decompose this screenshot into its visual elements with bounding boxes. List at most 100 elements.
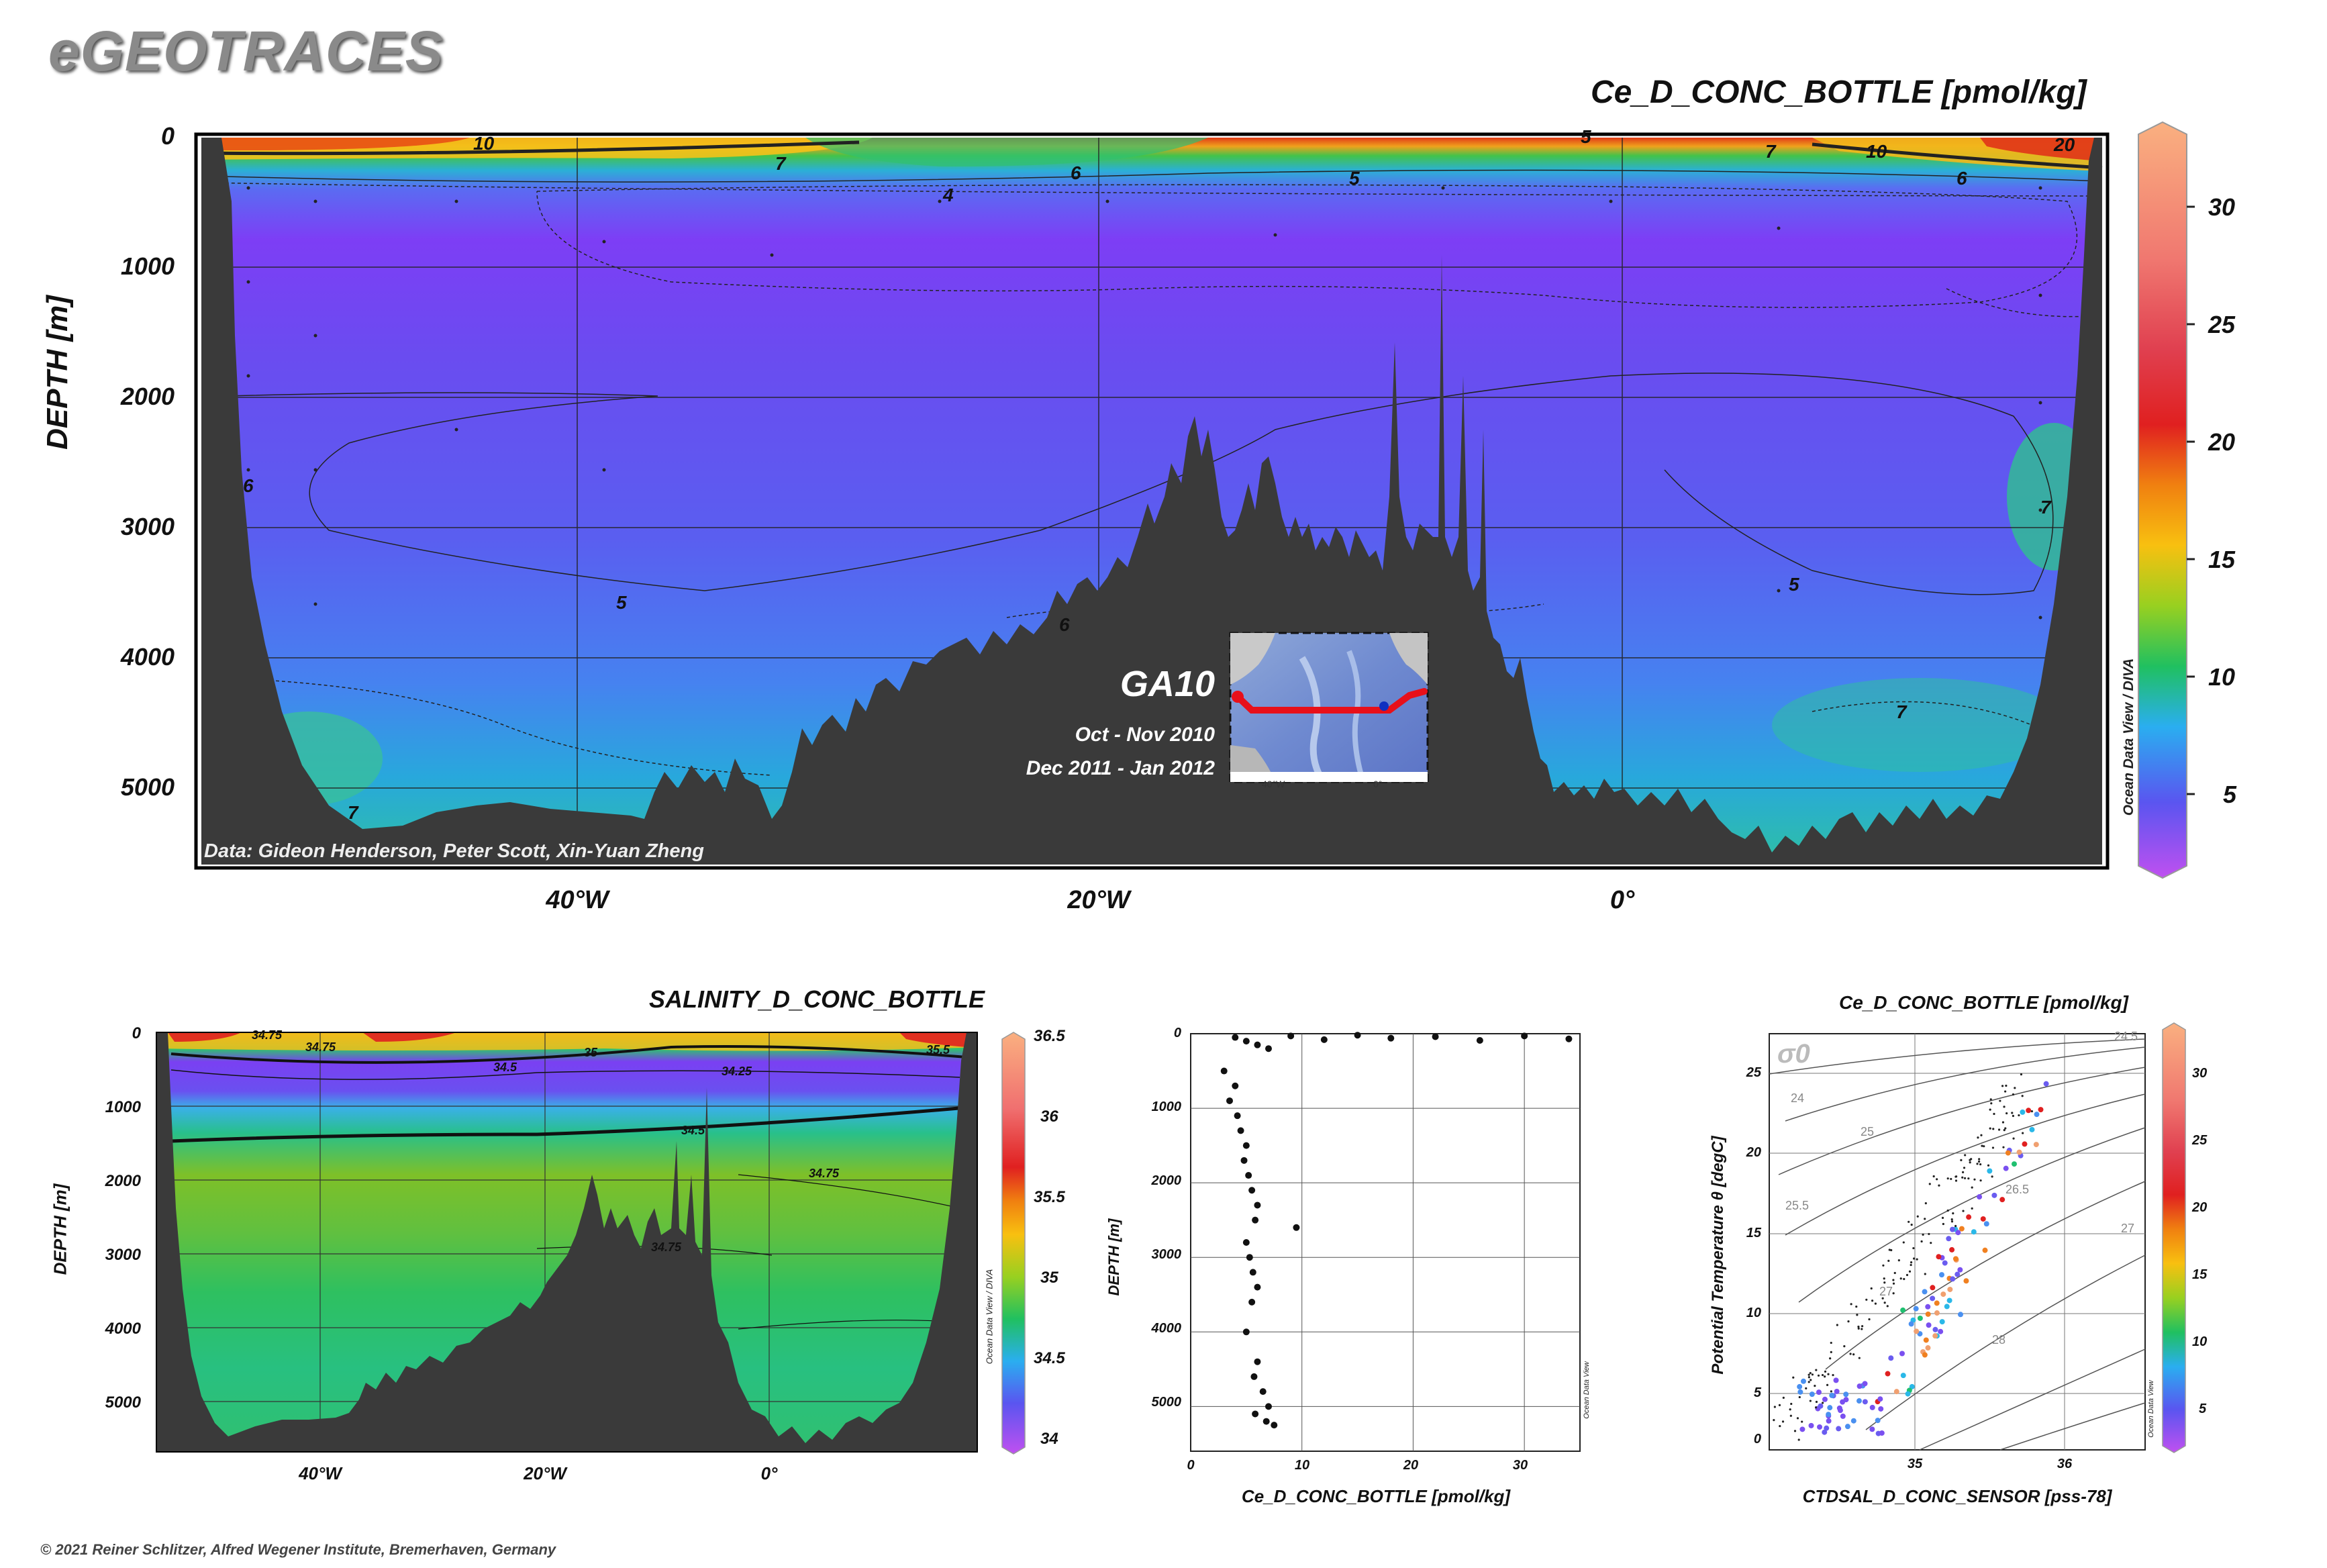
salinity-cbar-tick: 34 — [1040, 1430, 1058, 1448]
salinity-lon-tick: 0° — [760, 1463, 778, 1483]
ts-point — [1809, 1391, 1815, 1398]
profile-grid — [1191, 1034, 1580, 1451]
ts-point — [1979, 1163, 1982, 1166]
ts-point — [1942, 1222, 1944, 1226]
ts-point — [1808, 1422, 1814, 1428]
ts-point — [1955, 1230, 1961, 1236]
main-ylabel: DEPTH [m] — [41, 295, 74, 450]
ts-ylabel: Potential Temperature θ [degC] — [1709, 1136, 1727, 1375]
ts-point — [1826, 1418, 1832, 1424]
isopycnal-label: 24 — [1791, 1091, 1805, 1105]
ts-point — [1789, 1414, 1792, 1417]
ts-point — [1809, 1371, 1812, 1375]
ts-point — [1946, 1297, 1952, 1304]
ts-point — [1902, 1241, 1905, 1244]
ts-point — [1843, 1397, 1849, 1403]
inset-tick-0: 0° — [1373, 779, 1383, 789]
ts-point — [1887, 1259, 1890, 1263]
profile-xlabel: Ce_D_CONC_BOTTLE [pmol/kg] — [1241, 1486, 1511, 1506]
salinity-cbar-tick: 36.5 — [1034, 1027, 1065, 1045]
ts-point — [2043, 1081, 2049, 1087]
ts-point — [1832, 1373, 1834, 1377]
ts-point — [1861, 1325, 1864, 1328]
ts-point — [1843, 1391, 1849, 1398]
contour-label: 6 — [1071, 162, 1081, 183]
salinity-contour-label: 35.5 — [926, 1043, 950, 1057]
ts-point — [1899, 1277, 1902, 1280]
salinity-contour-label: 34.25 — [722, 1065, 752, 1078]
ts-point — [1830, 1341, 1832, 1344]
ts-point — [1949, 1246, 1955, 1253]
ts-point — [2012, 1137, 2015, 1140]
ts-point — [1892, 1279, 1895, 1281]
ts-panel — [1769, 1022, 2186, 1453]
ts-cbar-tick: 5 — [2199, 1402, 2207, 1416]
ts-point — [1924, 1273, 1926, 1275]
ts-point — [1857, 1325, 1860, 1328]
salinity-grid — [156, 1032, 977, 1452]
isopycnal-label: 24.5 — [2114, 1030, 2138, 1043]
ts-point — [2012, 1161, 2018, 1167]
contour-label: 7 — [2040, 497, 2051, 518]
contour-label: 7 — [775, 153, 786, 174]
ts-point — [1905, 1273, 1909, 1277]
ts-point — [2002, 1146, 2005, 1148]
ts-point — [2034, 1112, 2040, 1118]
ts-point — [1805, 1387, 1808, 1389]
ts-point — [1954, 1179, 1958, 1182]
ts-point — [1893, 1271, 1896, 1275]
ts-point — [1952, 1256, 1959, 1262]
ts-point — [1833, 1377, 1839, 1383]
ts-point — [1960, 1159, 1963, 1161]
profile-y-tick: 3000 — [1151, 1247, 1182, 1262]
ts-point — [1910, 1263, 1912, 1267]
ts-point — [1922, 1233, 1924, 1236]
ts-point — [1976, 1163, 1979, 1165]
ts-point — [1852, 1353, 1855, 1356]
ts-point — [1892, 1292, 1895, 1295]
ts-point — [1877, 1396, 1883, 1402]
contour-label: 6 — [243, 475, 254, 496]
profile-point — [1242, 1239, 1250, 1246]
ts-point — [1881, 1297, 1884, 1300]
main-cbar-tick-5: 5 — [2223, 781, 2237, 808]
ts-point — [1883, 1281, 1886, 1284]
contour-label: 10 — [1866, 141, 1887, 162]
ts-point — [1849, 1353, 1852, 1355]
profile-y-tick: 1000 — [1151, 1099, 1182, 1114]
ts-point — [1826, 1383, 1829, 1386]
ts-point — [1871, 1300, 1874, 1302]
isopycnal-label: 26.5 — [2006, 1183, 2030, 1196]
inset-land-america — [1230, 633, 1275, 685]
ts-point — [1916, 1215, 1919, 1218]
ts-point — [1829, 1392, 1835, 1398]
ts-point — [1800, 1378, 1806, 1384]
ts-point — [2026, 1108, 2032, 1114]
ts-point — [1967, 1177, 1970, 1180]
profile-y-tick: 5000 — [1151, 1395, 1182, 1410]
ts-cbar-tick: 25 — [2192, 1133, 2208, 1148]
ts-y-tick: 0 — [1753, 1432, 1761, 1447]
ts-point — [1829, 1357, 1832, 1360]
ts-point — [1954, 1224, 1957, 1228]
ts-point — [1971, 1229, 1977, 1235]
profile-point — [1320, 1036, 1328, 1043]
cruise-track — [1234, 688, 1428, 714]
contour-label: 7 — [1896, 701, 1907, 722]
ts-point — [1857, 1327, 1860, 1330]
ts-point — [1797, 1438, 1800, 1441]
salinity-lon-tick: 40°W — [299, 1463, 342, 1483]
ts-point — [1942, 1260, 1948, 1266]
main-cbar-tick-30: 30 — [2208, 193, 2236, 221]
salinity-depth-tick: 5000 — [105, 1393, 141, 1412]
ts-cbar-tick: 10 — [2192, 1334, 2208, 1349]
profile-x-tick: 0 — [1187, 1458, 1195, 1473]
profile-point — [1387, 1034, 1395, 1042]
ts-point — [1961, 1176, 1964, 1179]
profile-point — [1293, 1224, 1300, 1231]
ts-point — [1989, 1108, 1991, 1111]
ts-y-tick: 25 — [1746, 1065, 1761, 1080]
ts-point — [1830, 1390, 1832, 1393]
inset-land-africa — [1389, 633, 1428, 685]
contour-label: 6 — [1059, 614, 1070, 635]
